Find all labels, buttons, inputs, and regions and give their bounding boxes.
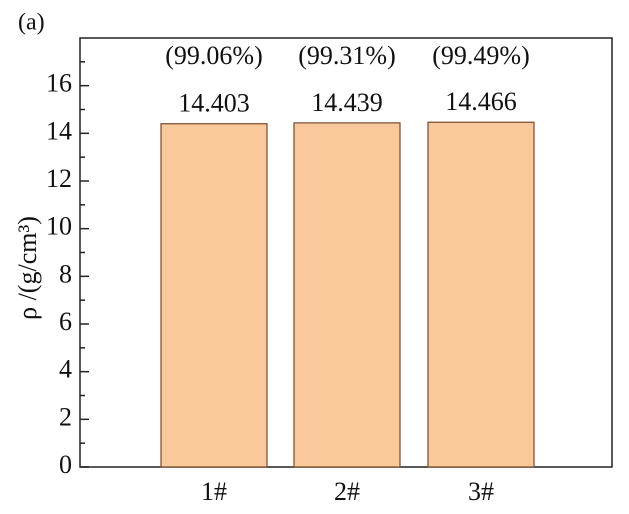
- x-tick-label: 2#: [334, 477, 360, 506]
- x-tick-label: 3#: [468, 477, 494, 506]
- annotation: (99.06%): [165, 41, 262, 70]
- value-label: 14.466: [445, 87, 517, 116]
- y-tick-label: 16: [46, 69, 72, 98]
- y-tick-label: 0: [59, 450, 72, 479]
- value-label: 14.403: [178, 89, 250, 118]
- annotation: (99.31%): [298, 41, 395, 70]
- y-tick-label: 4: [59, 355, 72, 384]
- y-axis-label: ρ /(g/cm³): [13, 216, 42, 320]
- y-tick-label: 12: [46, 164, 72, 193]
- y-tick-label: 2: [59, 402, 72, 431]
- y-tick-label: 14: [46, 116, 72, 145]
- x-tick-label: 1#: [201, 477, 227, 506]
- annotation: (99.49%): [432, 41, 529, 70]
- y-tick-label: 10: [46, 212, 72, 241]
- bar: [427, 121, 535, 468]
- y-tick-label: 8: [59, 259, 72, 288]
- bar: [160, 123, 268, 468]
- bar: [293, 122, 401, 468]
- panel-label: (a): [18, 10, 45, 36]
- y-tick-label: 6: [59, 307, 72, 336]
- value-label: 14.439: [311, 88, 383, 117]
